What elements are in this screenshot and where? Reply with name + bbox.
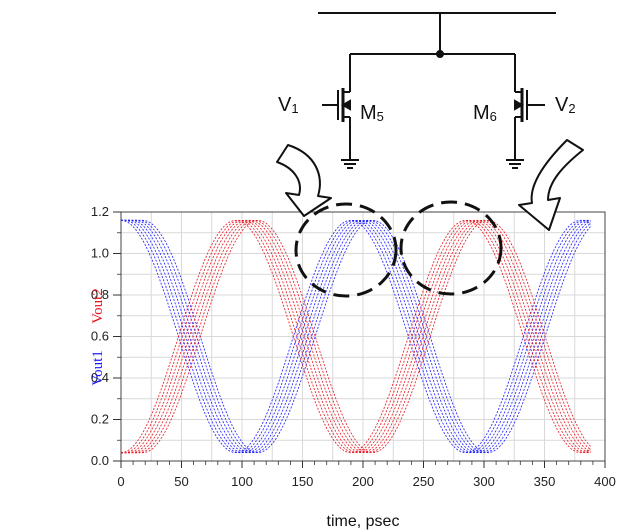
x-tick-label: 400 (594, 474, 616, 489)
x-tick-label: 150 (292, 474, 314, 489)
x-tick-label: 50 (174, 474, 188, 489)
series-vout1-trace-3 (121, 219, 591, 454)
y-tick-label: 1.0 (91, 246, 109, 261)
highlight-ellipse-right (399, 200, 503, 296)
series-vout2-trace-3 (121, 219, 591, 454)
x-tick-label: 200 (352, 474, 374, 489)
y-tick-label: 0.6 (91, 329, 109, 344)
label-v2: V2 (555, 94, 576, 116)
y-axis-label-vout2: Vout2 (90, 288, 106, 324)
series-vout2-trace-4 (121, 219, 591, 454)
y-tick-label: 0.4 (91, 370, 109, 385)
x-tick-label: 0 (117, 474, 124, 489)
series-vout2-trace-6 (121, 219, 591, 454)
x-axis-label: time, psec (327, 513, 400, 530)
plot-grid (121, 212, 605, 461)
x-tick-label: 100 (231, 474, 253, 489)
series-vout2-trace-1 (120, 219, 591, 454)
series-vout2-trace-7 (121, 219, 591, 454)
series-vout1-trace-6 (121, 219, 591, 454)
series-vout1-trace-1 (120, 219, 591, 454)
transistor-m6 (514, 54, 545, 160)
series-vout1-trace-4 (121, 219, 591, 454)
y-axis-label-vout1: Vout1 (90, 350, 106, 386)
ground-m6 (506, 159, 524, 169)
y-tick-label: 0.8 (91, 287, 109, 302)
series-vout2-trace-5 (121, 219, 591, 454)
label-m6: M6 (473, 102, 497, 124)
y-tick-label: 1.2 (91, 204, 109, 219)
label-m5: M5 (360, 102, 384, 124)
label-v1: V1 (278, 94, 299, 116)
arrow-right (518, 139, 584, 231)
y-tick-label: 0.0 (91, 453, 109, 468)
series-vout1-trace-7 (121, 219, 591, 454)
series-vout1-trace-5 (121, 219, 591, 454)
plot-axes: 0 50 100 150 200 250 300 350 400 0.0 0.2 0.4 0.6 0.8 1… (91, 204, 616, 489)
plot-series (120, 219, 591, 454)
arrow-left (276, 144, 332, 217)
transistor-m5 (322, 54, 351, 160)
y-tick-label: 0.2 (91, 412, 109, 427)
highlight-ellipse-left (294, 202, 398, 298)
x-tick-label: 250 (413, 474, 435, 489)
x-tick-label: 300 (473, 474, 495, 489)
x-tick-label: 350 (534, 474, 556, 489)
circuit-schematic (318, 12, 556, 169)
ground-m5 (341, 159, 359, 169)
